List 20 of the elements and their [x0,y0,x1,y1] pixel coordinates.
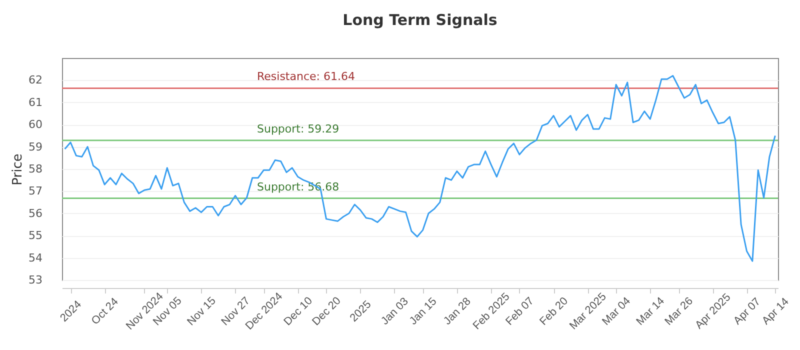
chart-title: Long Term Signals [342,11,498,29]
y-tick-label: 59 [28,140,42,154]
y-tick-label: 62 [28,74,42,87]
y-tick-label: 56 [28,206,42,220]
y-tick-label: 58 [28,162,42,176]
y-tick-label: 53 [28,274,42,286]
ref-line-label: Resistance: 61.64 [257,70,355,84]
x-tick-label: Feb 20 [538,295,570,328]
y-tick-label: 60 [28,118,42,132]
x-tick-label: Jan 28 [442,296,474,328]
y-tick-label: 61 [28,96,42,109]
x-tick-label: Dec 20 [310,294,344,328]
y-tick-label: 57 [28,184,42,198]
y-tick-label: 55 [28,229,42,242]
x-tick-label: Oct 24 [89,296,121,328]
y-tick-label: 54 [28,251,42,264]
y-axis-title: Price [10,154,26,186]
ref-line-label: Support: 59.29 [257,122,340,136]
x-tick-label: Nov 15 [185,294,218,328]
x-tick-label: Mar 26 [662,295,696,328]
